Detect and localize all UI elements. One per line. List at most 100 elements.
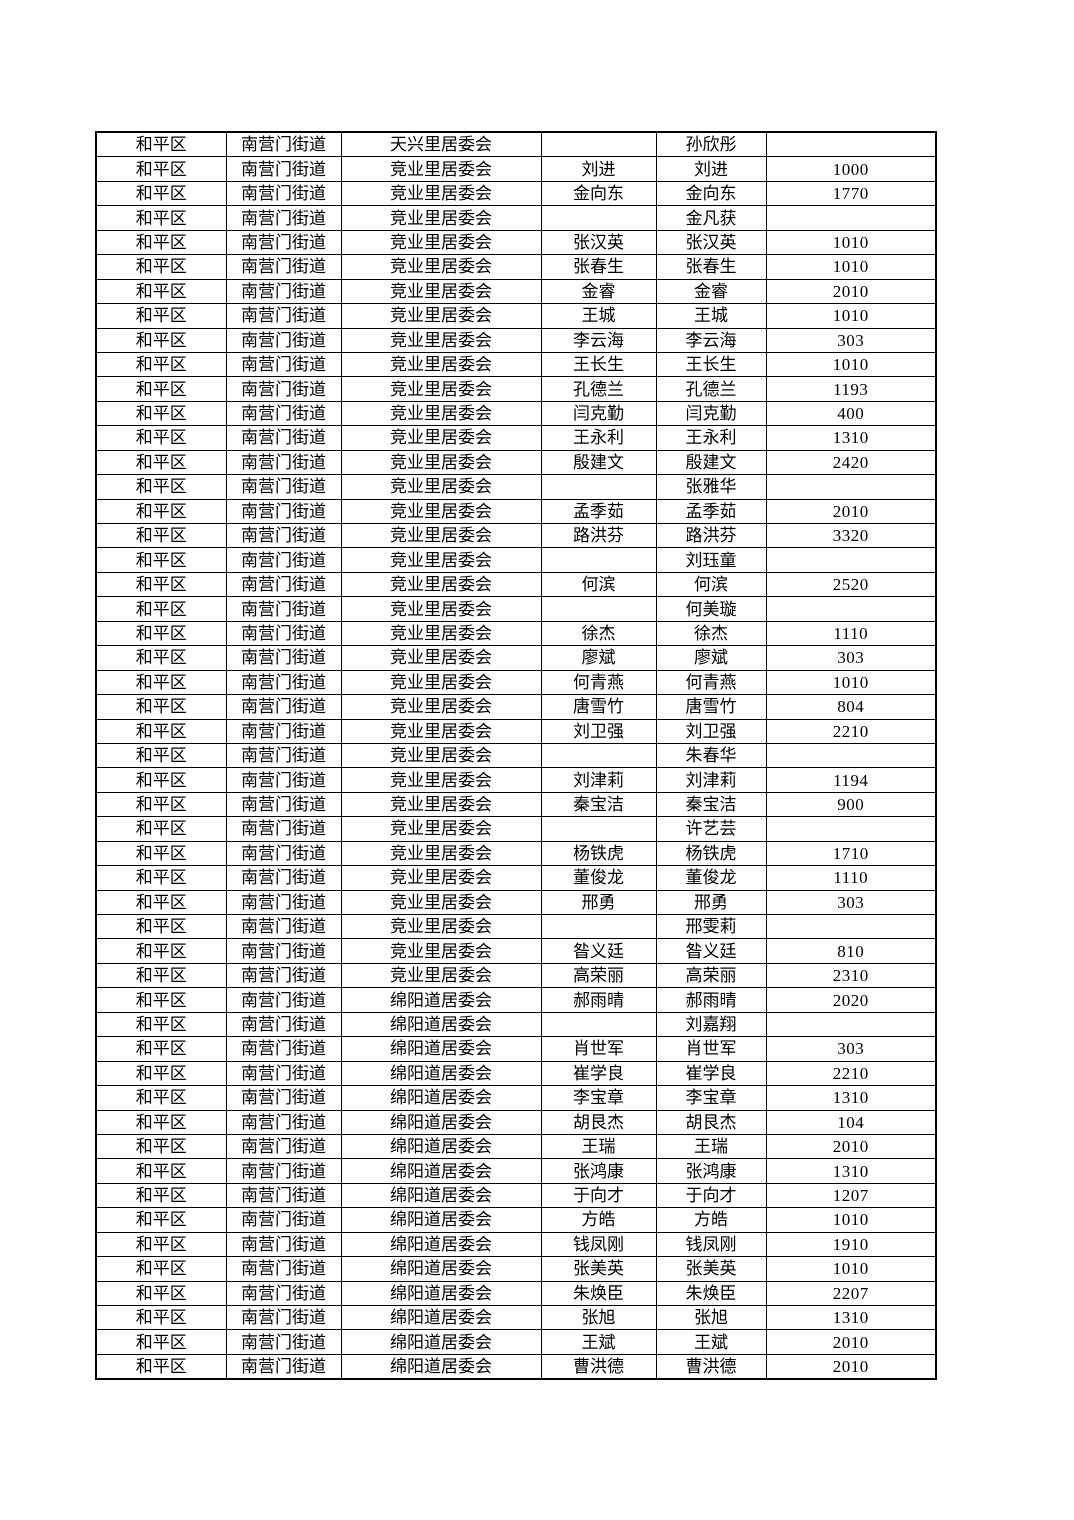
- cell-amount: 1010: [765, 669, 937, 696]
- table-row: 和平区 南营门街道 绵阳道居委会 王斌 王斌 2010: [95, 1329, 937, 1355]
- cell-district: 和平区: [95, 156, 227, 182]
- table-row: 和平区 南营门街道 绵阳道居委会 张旭 张旭 1310: [95, 1304, 937, 1331]
- cell-name-b: 徐杰: [655, 620, 767, 647]
- cell-street: 南营门街道: [225, 694, 342, 720]
- table-row: 和平区 南营门街道 绵阳道居委会 郝雨晴 郝雨晴 2020: [95, 987, 937, 1013]
- cell-street: 南营门街道: [225, 865, 342, 891]
- table-row: 和平区 南营门街道 竞业里居委会 殷建文 殷建文 2420: [95, 449, 937, 476]
- cell-amount: 1010: [765, 303, 937, 329]
- cell-street: 南营门街道: [225, 449, 342, 476]
- cell-amount: 400: [765, 400, 937, 427]
- cell-committee: 竞业里居委会: [340, 180, 542, 207]
- cell-name-b: 李宝章: [655, 1085, 767, 1111]
- cell-name-a: 朱焕臣: [540, 1280, 657, 1307]
- cell-name-a: [540, 474, 657, 500]
- cell-name-b: 王瑞: [655, 1133, 767, 1160]
- cell-name-b: 于向才: [655, 1182, 767, 1209]
- cell-amount: 1000: [765, 156, 937, 182]
- cell-committee: 竞业里居委会: [340, 278, 542, 305]
- cell-street: 南营门街道: [225, 278, 342, 305]
- cell-amount: 1910: [765, 1231, 937, 1258]
- cell-committee: 竞业里居委会: [340, 742, 542, 769]
- cell-name-b: 董俊龙: [655, 865, 767, 891]
- cell-district: 和平区: [95, 522, 227, 549]
- cell-name-a: [540, 913, 657, 940]
- cell-street: 南营门街道: [225, 351, 342, 378]
- cell-street: 南营门街道: [225, 425, 342, 451]
- cell-committee: 绵阳道居委会: [340, 1085, 542, 1111]
- cell-name-b: 唐雪竹: [655, 694, 767, 720]
- cell-name-a: 高荣丽: [540, 962, 657, 989]
- table-row: 和平区 南营门街道 绵阳道居委会 肖世军 肖世军 303: [95, 1036, 937, 1062]
- cell-street: 南营门街道: [225, 669, 342, 696]
- table-row: 和平区 南营门街道 竞业里居委会 秦宝洁 秦宝洁 900: [95, 791, 937, 818]
- cell-name-b: 金凡获: [655, 205, 767, 231]
- cell-committee: 竞业里居委会: [340, 913, 542, 940]
- cell-name-a: 金向东: [540, 180, 657, 207]
- cell-street: 南营门街道: [225, 840, 342, 867]
- cell-name-a: 张旭: [540, 1304, 657, 1331]
- cell-committee: 竞业里居委会: [340, 571, 542, 598]
- cell-street: 南营门街道: [225, 987, 342, 1013]
- cell-committee: 竞业里居委会: [340, 229, 542, 256]
- cell-amount: 2520: [765, 571, 937, 598]
- cell-district: 和平区: [95, 767, 227, 793]
- cell-street: 南营门街道: [225, 1182, 342, 1209]
- table-row: 和平区 南营门街道 竞业里居委会 王永利 王永利 1310: [95, 425, 937, 451]
- cell-name-b: 张美英: [655, 1256, 767, 1282]
- cell-committee: 竞业里居委会: [340, 718, 542, 744]
- cell-district: 和平区: [95, 1109, 227, 1135]
- cell-name-a: 于向才: [540, 1182, 657, 1209]
- cell-street: 南营门街道: [225, 522, 342, 549]
- cell-amount: 1110: [765, 865, 937, 891]
- cell-street: 南营门街道: [225, 645, 342, 671]
- cell-district: 和平区: [95, 1304, 227, 1331]
- cell-name-b: 崔学良: [655, 1060, 767, 1087]
- cell-street: 南营门街道: [225, 180, 342, 207]
- cell-name-b: 刘卫强: [655, 718, 767, 744]
- cell-street: 南营门街道: [225, 1304, 342, 1331]
- cell-name-b: 王永利: [655, 425, 767, 451]
- cell-amount: [765, 131, 937, 158]
- cell-district: 和平区: [95, 180, 227, 207]
- table-row: 和平区 南营门街道 绵阳道居委会 朱焕臣 朱焕臣 2207: [95, 1280, 937, 1307]
- cell-street: 南营门街道: [225, 131, 342, 158]
- cell-name-a: 王瑞: [540, 1133, 657, 1160]
- table-row: 和平区 南营门街道 天兴里居委会 孙欣彤: [95, 131, 937, 158]
- cell-name-b: 刘进: [655, 156, 767, 182]
- cell-amount: 1194: [765, 767, 937, 793]
- cell-amount: 2010: [765, 1353, 937, 1380]
- cell-name-b: 邢勇: [655, 889, 767, 916]
- cell-name-b: 孟季茹: [655, 498, 767, 525]
- cell-street: 南营门街道: [225, 913, 342, 940]
- table-row: 和平区 南营门街道 竞业里居委会 刘珏童: [95, 547, 937, 573]
- cell-name-b: 李云海: [655, 327, 767, 353]
- cell-district: 和平区: [95, 865, 227, 891]
- cell-amount: 1010: [765, 229, 937, 256]
- cell-amount: [765, 205, 937, 231]
- cell-district: 和平区: [95, 131, 227, 158]
- cell-district: 和平区: [95, 816, 227, 842]
- table-row: 和平区 南营门街道 竞业里居委会 路洪芬 路洪芬 3320: [95, 522, 937, 549]
- cell-committee: 竞业里居委会: [340, 840, 542, 867]
- cell-name-a: 王斌: [540, 1329, 657, 1355]
- cell-committee: 竞业里居委会: [340, 889, 542, 916]
- cell-name-b: 朱焕臣: [655, 1280, 767, 1307]
- cell-name-a: [540, 547, 657, 573]
- cell-amount: 2207: [765, 1280, 937, 1307]
- cell-street: 南营门街道: [225, 400, 342, 427]
- cell-district: 和平区: [95, 351, 227, 378]
- cell-district: 和平区: [95, 1207, 227, 1233]
- cell-street: 南营门街道: [225, 962, 342, 989]
- cell-name-b: 张春生: [655, 254, 767, 280]
- cell-amount: 2310: [765, 962, 937, 989]
- cell-name-b: 金向东: [655, 180, 767, 207]
- cell-name-b: 刘珏童: [655, 547, 767, 573]
- table-row: 和平区 南营门街道 竞业里居委会 刘卫强 刘卫强 2210: [95, 718, 937, 744]
- cell-street: 南营门街道: [225, 1329, 342, 1355]
- cell-street: 南营门街道: [225, 1109, 342, 1135]
- table-row: 和平区 南营门街道 竞业里居委会 何青燕 何青燕 1010: [95, 669, 937, 696]
- cell-name-a: 秦宝洁: [540, 791, 657, 818]
- cell-name-b: 王斌: [655, 1329, 767, 1355]
- cell-committee: 竞业里居委会: [340, 547, 542, 573]
